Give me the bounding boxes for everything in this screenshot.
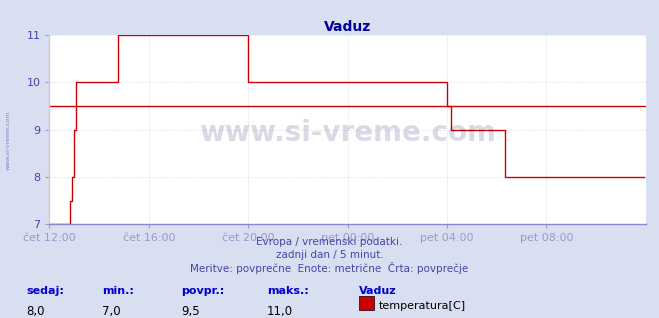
Text: zadnji dan / 5 minut.: zadnji dan / 5 minut. xyxy=(275,250,384,259)
Text: Evropa / vremenski podatki.: Evropa / vremenski podatki. xyxy=(256,237,403,247)
Text: povpr.:: povpr.: xyxy=(181,286,225,296)
Text: 11,0: 11,0 xyxy=(267,305,293,318)
Title: Vaduz: Vaduz xyxy=(324,20,371,34)
Text: www.si-vreme.com: www.si-vreme.com xyxy=(5,110,11,170)
Text: sedaj:: sedaj: xyxy=(26,286,64,296)
Text: min.:: min.: xyxy=(102,286,134,296)
Text: www.si-vreme.com: www.si-vreme.com xyxy=(199,119,496,147)
Text: Meritve: povprečne  Enote: metrične  Črta: povprečje: Meritve: povprečne Enote: metrične Črta:… xyxy=(190,262,469,274)
Text: 7,0: 7,0 xyxy=(102,305,121,318)
Text: 9,5: 9,5 xyxy=(181,305,200,318)
Text: temperatura[C]: temperatura[C] xyxy=(379,301,466,310)
Text: Vaduz: Vaduz xyxy=(359,286,397,296)
Text: 8,0: 8,0 xyxy=(26,305,45,318)
Text: maks.:: maks.: xyxy=(267,286,308,296)
